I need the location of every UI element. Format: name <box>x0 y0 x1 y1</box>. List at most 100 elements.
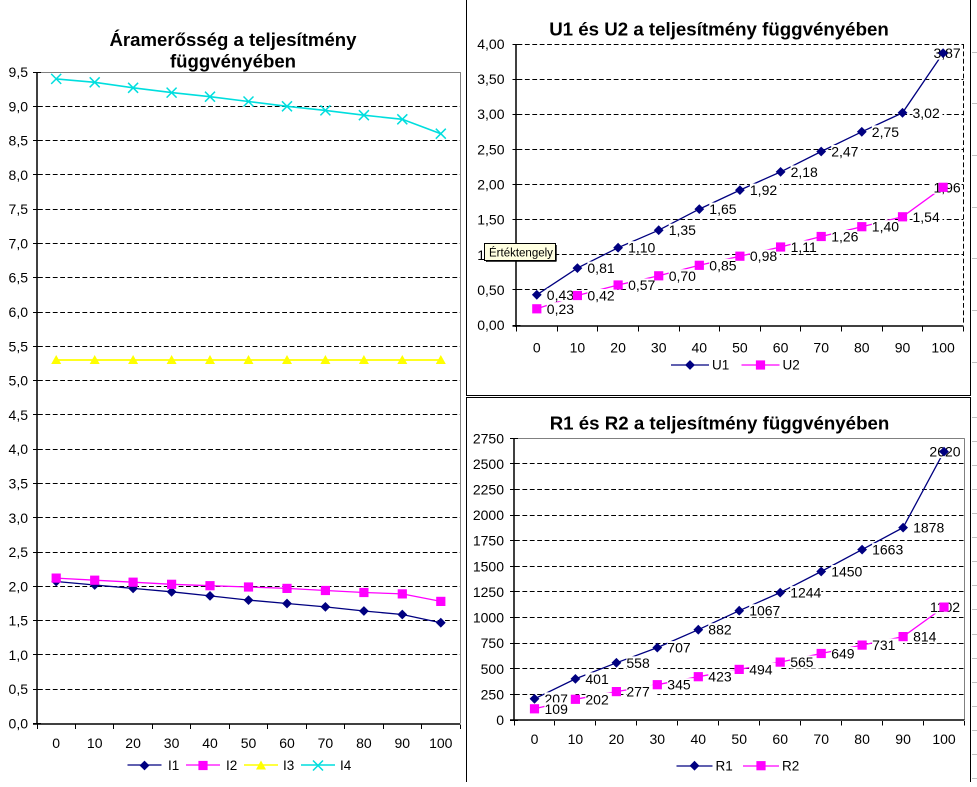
svg-text:500: 500 <box>481 661 505 677</box>
svg-text:2,0: 2,0 <box>9 578 29 594</box>
svg-text:R1 és R2 a teljesítmény függvé: R1 és R2 a teljesítmény függvényében <box>550 413 890 434</box>
svg-text:250: 250 <box>481 686 505 702</box>
svg-text:731: 731 <box>872 637 896 653</box>
svg-text:2,5: 2,5 <box>9 544 29 560</box>
svg-text:60: 60 <box>772 731 788 747</box>
svg-text:0: 0 <box>52 735 60 751</box>
svg-text:90: 90 <box>895 340 911 356</box>
svg-text:1244: 1244 <box>790 585 821 601</box>
svg-text:100: 100 <box>429 735 453 751</box>
svg-text:90: 90 <box>895 731 911 747</box>
svg-text:80: 80 <box>854 340 870 356</box>
svg-text:I3: I3 <box>283 758 294 773</box>
svg-text:1067: 1067 <box>749 603 780 619</box>
svg-text:494: 494 <box>749 661 773 677</box>
svg-text:0,5: 0,5 <box>9 681 29 697</box>
svg-text:558: 558 <box>626 655 650 671</box>
svg-text:9,5: 9,5 <box>9 64 29 80</box>
svg-text:20: 20 <box>609 731 625 747</box>
svg-text:3,50: 3,50 <box>477 71 504 87</box>
svg-text:5,5: 5,5 <box>9 338 29 354</box>
svg-text:2250: 2250 <box>473 482 504 498</box>
svg-text:565: 565 <box>790 654 814 670</box>
svg-text:2,00: 2,00 <box>477 177 504 193</box>
svg-text:70: 70 <box>318 735 334 751</box>
svg-text:50: 50 <box>241 735 257 751</box>
svg-text:R1: R1 <box>716 759 733 774</box>
svg-text:10: 10 <box>87 735 103 751</box>
svg-text:1,11: 1,11 <box>791 239 817 255</box>
svg-text:882: 882 <box>708 622 732 638</box>
svg-text:707: 707 <box>667 640 691 656</box>
svg-text:202: 202 <box>585 691 609 707</box>
svg-text:R2: R2 <box>782 759 799 774</box>
svg-text:2,47: 2,47 <box>831 144 858 160</box>
svg-text:80: 80 <box>356 735 372 751</box>
svg-text:3,02: 3,02 <box>913 105 940 121</box>
svg-text:1,65: 1,65 <box>709 201 736 217</box>
svg-text:423: 423 <box>708 669 732 685</box>
svg-text:7,0: 7,0 <box>9 235 29 251</box>
svg-text:I1: I1 <box>168 758 179 773</box>
svg-text:6,5: 6,5 <box>9 270 29 286</box>
svg-text:1,35: 1,35 <box>669 222 696 238</box>
svg-text:Áramerősség a teljesítmény: Áramerősség a teljesítmény <box>109 29 357 50</box>
svg-text:50: 50 <box>732 340 748 356</box>
svg-text:0,0: 0,0 <box>9 716 29 732</box>
svg-text:4,0: 4,0 <box>9 441 29 457</box>
svg-text:Értéktengely: Értéktengely <box>489 247 553 260</box>
svg-text:5,0: 5,0 <box>9 373 29 389</box>
svg-text:U2: U2 <box>783 358 800 373</box>
svg-text:I2: I2 <box>226 758 237 773</box>
svg-text:1878: 1878 <box>913 520 944 536</box>
svg-text:0: 0 <box>496 712 504 728</box>
svg-text:109: 109 <box>545 701 569 717</box>
svg-text:40: 40 <box>202 735 218 751</box>
svg-text:60: 60 <box>279 735 295 751</box>
svg-text:70: 70 <box>813 340 829 356</box>
svg-text:50: 50 <box>731 731 747 747</box>
svg-text:7,5: 7,5 <box>9 201 29 217</box>
svg-text:30: 30 <box>164 735 180 751</box>
svg-text:0,00: 0,00 <box>477 317 504 333</box>
svg-text:100: 100 <box>932 731 956 747</box>
svg-text:0,57: 0,57 <box>628 277 655 293</box>
svg-text:0,85: 0,85 <box>709 257 736 273</box>
svg-text:8,0: 8,0 <box>9 167 29 183</box>
svg-text:20: 20 <box>125 735 141 751</box>
svg-text:függvényében: függvényében <box>170 51 296 72</box>
svg-text:3,5: 3,5 <box>9 476 29 492</box>
svg-text:2750: 2750 <box>473 430 504 446</box>
svg-text:0,81: 0,81 <box>587 260 614 276</box>
svg-text:750: 750 <box>481 635 505 651</box>
svg-text:6,0: 6,0 <box>9 304 29 320</box>
svg-text:1,40: 1,40 <box>872 219 899 235</box>
svg-text:1450: 1450 <box>831 564 862 580</box>
svg-text:649: 649 <box>831 646 855 662</box>
svg-text:30: 30 <box>650 731 666 747</box>
svg-text:90: 90 <box>395 735 411 751</box>
svg-text:30: 30 <box>651 340 667 356</box>
svg-text:100: 100 <box>931 340 955 356</box>
svg-text:0,43: 0,43 <box>547 287 574 303</box>
svg-text:1,26: 1,26 <box>831 229 858 245</box>
svg-text:1,54: 1,54 <box>913 209 940 225</box>
svg-text:401: 401 <box>585 671 609 687</box>
svg-text:8,5: 8,5 <box>9 133 29 149</box>
svg-text:4,5: 4,5 <box>9 407 29 423</box>
svg-text:2000: 2000 <box>473 507 504 523</box>
svg-text:3,0: 3,0 <box>9 510 29 526</box>
svg-text:0,50: 0,50 <box>477 282 504 298</box>
svg-text:10: 10 <box>570 340 586 356</box>
svg-text:2500: 2500 <box>473 456 504 472</box>
svg-text:10: 10 <box>568 731 584 747</box>
svg-text:0: 0 <box>533 340 541 356</box>
svg-text:277: 277 <box>626 684 650 700</box>
svg-text:80: 80 <box>854 731 870 747</box>
svg-text:2,50: 2,50 <box>477 141 504 157</box>
svg-text:I4: I4 <box>340 758 352 773</box>
svg-text:1250: 1250 <box>473 584 504 600</box>
svg-text:1,10: 1,10 <box>628 240 655 256</box>
svg-text:40: 40 <box>691 731 707 747</box>
svg-text:20: 20 <box>610 340 626 356</box>
